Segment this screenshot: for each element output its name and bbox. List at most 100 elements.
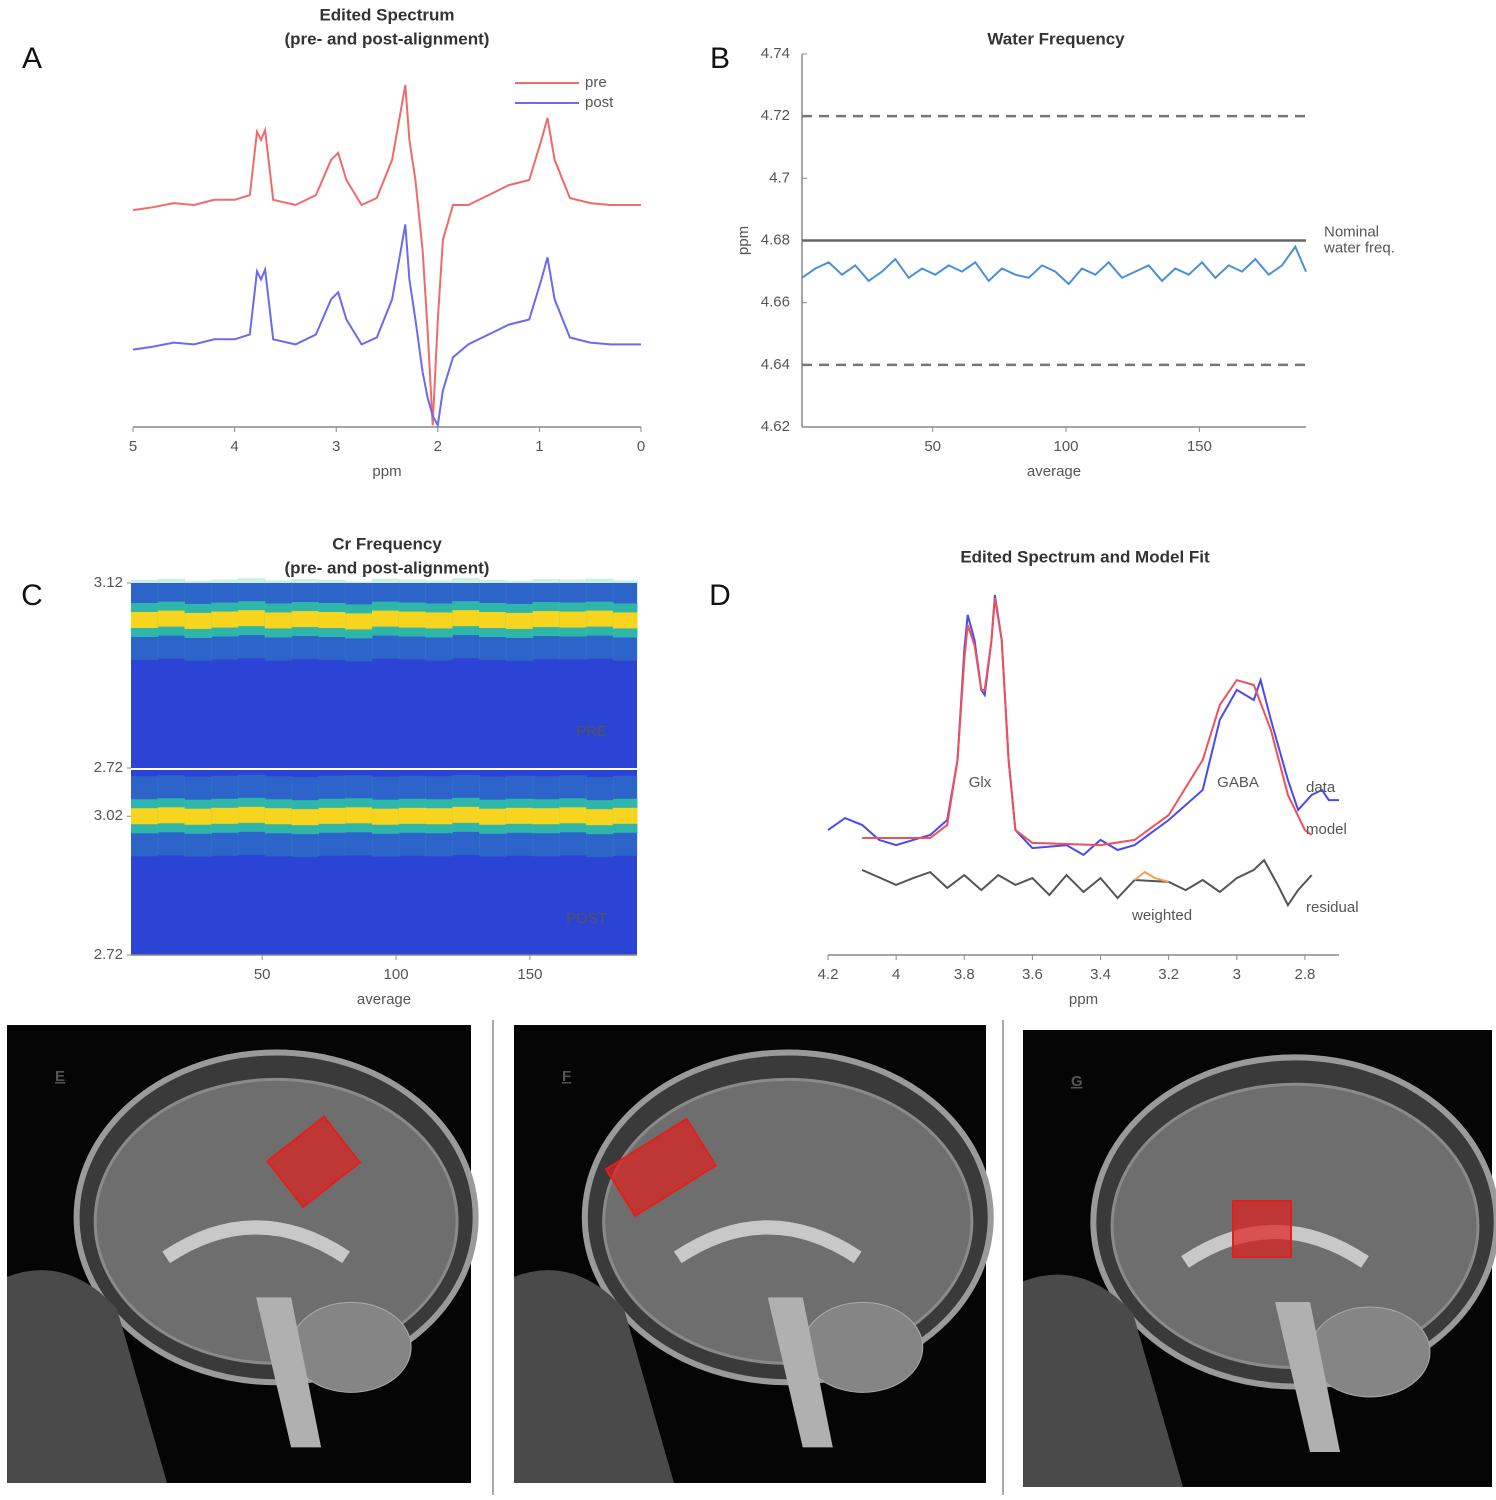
series-line — [801, 244, 1307, 286]
brainstem — [1275, 1301, 1341, 1452]
heatmap-peak — [211, 611, 239, 628]
panel-label: A — [22, 42, 42, 75]
heatmap-peak — [398, 611, 426, 628]
x-tick-label: 4 — [230, 438, 238, 455]
heatmap-peak — [157, 807, 186, 824]
heatmap-peak — [345, 613, 373, 630]
x-tick-label: 3 — [332, 438, 340, 455]
heatmap-peak — [264, 612, 293, 629]
panel-name: PRE — [576, 723, 607, 740]
chart-title: Edited Spectrum — [319, 5, 454, 24]
heatmap-peak — [291, 809, 319, 826]
panel-label: D — [709, 579, 731, 612]
chart-title: Edited Spectrum and Model Fit — [960, 547, 1210, 566]
x-tick-label: 3.6 — [1022, 966, 1043, 983]
x-tick-label: 150 — [1187, 438, 1212, 455]
series-line — [132, 84, 641, 426]
heatmap-peak — [398, 807, 426, 824]
y-tick-label: 2.72 — [94, 759, 123, 776]
corpus-callosum — [162, 1220, 351, 1264]
brainstem — [256, 1297, 322, 1448]
heatmap-peak — [371, 610, 400, 627]
series-line — [132, 224, 641, 429]
x-tick-label: 3.4 — [1090, 966, 1111, 983]
heatmap-peak — [131, 808, 159, 825]
series-label: model — [1306, 821, 1347, 838]
heatmap-peak — [505, 807, 534, 824]
panel-label: C — [21, 579, 43, 612]
x-tick-label: 100 — [384, 966, 409, 983]
series-line — [862, 597, 1313, 847]
y-tick-label: 3.02 — [94, 807, 123, 824]
x-axis-label: average — [357, 991, 411, 1008]
heatmap-peak — [131, 612, 159, 628]
y-tick-label: 4.74 — [761, 45, 790, 62]
cerebellum — [1309, 1306, 1431, 1398]
voxel — [265, 1115, 362, 1209]
x-tick-label: 0 — [637, 438, 645, 455]
x-tick-label: 5 — [129, 438, 137, 455]
series-label: data — [1306, 779, 1336, 796]
face — [514, 1270, 674, 1483]
heatmap-peak — [479, 808, 507, 825]
x-tick-label: 100 — [1053, 438, 1078, 455]
cerebellum — [290, 1301, 412, 1393]
annotation: GABA — [1217, 774, 1259, 791]
heatmap-peak — [479, 612, 507, 628]
heatmap-peak — [532, 808, 560, 825]
y-axis-label: ppm — [735, 226, 752, 255]
voxel — [1232, 1200, 1292, 1258]
legend-label: post — [585, 94, 614, 111]
heatmap-peak — [452, 610, 480, 627]
heatmap-peak — [505, 612, 534, 629]
x-tick-label: 150 — [517, 966, 542, 983]
mri-image: E — [7, 1025, 479, 1483]
annotation: Glx — [969, 774, 992, 791]
cerebellum — [802, 1301, 924, 1393]
chart-title: (pre- and post-alignment) — [285, 558, 490, 577]
y-tick-label: 4.64 — [761, 356, 790, 373]
heatmap-peak — [157, 610, 186, 627]
heatmap-peak — [345, 807, 373, 824]
heatmap-peak — [184, 808, 212, 825]
x-tick-label: 4.2 — [818, 966, 839, 983]
heatmap-peak — [637, 808, 638, 825]
image-label: G — [1071, 1073, 1083, 1090]
x-tick-label: 50 — [254, 966, 271, 983]
heatmap-peak — [184, 612, 212, 629]
reference-label: water freq. — [1323, 239, 1395, 256]
reference-label: Nominal — [1324, 223, 1379, 240]
x-axis-label: average — [1027, 463, 1081, 480]
legend-label: pre — [585, 74, 607, 91]
image-label: E — [55, 1068, 65, 1085]
brainstem — [767, 1297, 833, 1448]
x-tick-label: 3.8 — [954, 966, 975, 983]
x-tick-label: 50 — [924, 438, 941, 455]
mri-image: F — [514, 1025, 994, 1483]
series-line — [861, 858, 1313, 908]
series-line — [1133, 870, 1169, 883]
face — [7, 1270, 167, 1483]
heatmap-peak — [586, 809, 614, 826]
x-axis-label: ppm — [1069, 991, 1098, 1008]
image-label: F — [562, 1068, 571, 1085]
heatmap-peak — [452, 806, 480, 823]
heatmap-peak — [291, 611, 319, 628]
chart-title: Water Frequency — [987, 29, 1125, 48]
panel-label: B — [710, 42, 730, 75]
face — [1023, 1274, 1183, 1487]
series-line — [827, 594, 1339, 857]
series-label: weighted — [1131, 907, 1192, 924]
y-tick-label: 4.7 — [769, 169, 790, 186]
heatmap-peak — [211, 807, 239, 824]
heatmap-peak — [559, 807, 587, 824]
heatmap-peak — [612, 612, 638, 629]
corpus-callosum — [673, 1220, 862, 1264]
x-tick-label: 4 — [892, 966, 900, 983]
x-tick-label: 3.2 — [1158, 966, 1179, 983]
voxel — [604, 1117, 718, 1218]
y-tick-label: 3.12 — [94, 574, 123, 591]
heatmap-peak — [532, 611, 560, 628]
